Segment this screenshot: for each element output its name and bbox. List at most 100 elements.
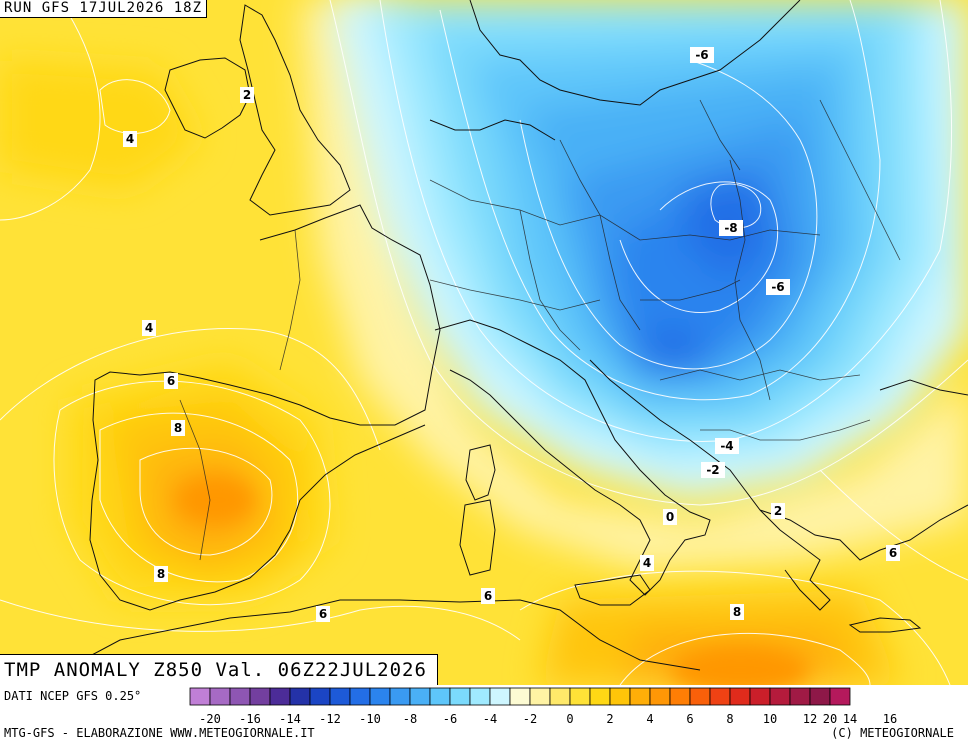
contour-label: 6 <box>316 606 330 622</box>
legend-tick-label: 6 <box>686 712 693 726</box>
contour-label: 6 <box>481 588 495 604</box>
legend-tick-label: -4 <box>483 712 497 726</box>
legend-swatch <box>749 687 771 706</box>
legend-tick-label: -6 <box>443 712 457 726</box>
legend-swatch <box>669 687 691 706</box>
legend-swatch <box>269 687 291 706</box>
model-run-label: RUN GFS 17JUL2026 18Z <box>0 0 208 18</box>
legend-tick-label: -14 <box>279 712 301 726</box>
map-title: TMP ANOMALY Z850 Val. 06Z22JUL2026 <box>0 654 438 685</box>
legend-tick-label: 0 <box>566 712 573 726</box>
isotherm-contours <box>0 0 968 685</box>
contour-label: 4 <box>640 555 654 571</box>
svg-text:6: 6 <box>484 589 492 603</box>
legend-tick-label: 4 <box>646 712 653 726</box>
contour-label: 8 <box>730 604 744 620</box>
legend-swatch <box>409 687 431 706</box>
contour-label: 8 <box>171 420 185 436</box>
legend-tick-label: 16 <box>883 712 897 726</box>
coastlines <box>0 0 968 681</box>
contour-label: 4 <box>123 131 137 147</box>
svg-text:6: 6 <box>889 546 897 560</box>
map-footer: DATI NCEP GFS 0.25° -20 -16 -14 -12 -10 -8 -6-… <box>0 685 968 745</box>
data-source-label: DATI NCEP GFS 0.25° <box>4 689 142 703</box>
borders <box>179 99 901 561</box>
legend-swatch <box>309 687 331 706</box>
legend-swatch <box>349 687 371 706</box>
credit-right: (C) METEOGIORNALE <box>831 726 954 740</box>
legend-tick-label: -2 <box>523 712 537 726</box>
legend-tick-label: 2 <box>606 712 613 726</box>
legend-tick-label: 20 <box>823 712 837 726</box>
legend-swatch <box>209 687 231 706</box>
legend-swatch <box>389 687 411 706</box>
legend-swatch <box>449 687 471 706</box>
legend-swatch <box>549 687 571 706</box>
contour-label: -6 <box>690 47 714 63</box>
svg-text:8: 8 <box>733 605 741 619</box>
warm-core-mediterranean <box>670 645 810 685</box>
svg-text:0: 0 <box>666 510 674 524</box>
legend-swatch <box>609 687 631 706</box>
contour-labels: 2 4 -6 -8 -6 4 6 8 8 6 6 -4 -2 0 2 4 6 8 <box>123 47 900 622</box>
legend-swatch <box>769 687 791 706</box>
anomaly-field-pale <box>300 0 968 570</box>
svg-text:4: 4 <box>126 132 134 146</box>
warm-core-iberia <box>175 475 255 525</box>
contour-label: 0 <box>663 509 677 525</box>
legend-swatch <box>809 687 831 706</box>
svg-text:4: 4 <box>145 321 153 335</box>
svg-text:4: 4 <box>643 556 651 570</box>
legend-swatch <box>189 687 211 706</box>
contour-label: -8 <box>719 220 743 236</box>
legend-tick-label: 14 <box>843 712 857 726</box>
legend-swatch <box>289 687 311 706</box>
contour-label: 8 <box>154 566 168 582</box>
legend-swatch <box>689 687 711 706</box>
svg-text:6: 6 <box>167 374 175 388</box>
contour-label: -6 <box>766 279 790 295</box>
legend-tick-label: -8 <box>403 712 417 726</box>
svg-text:8: 8 <box>174 421 182 435</box>
legend-swatch <box>329 687 351 706</box>
legend-swatch <box>789 687 811 706</box>
legend-tick-label: 10 <box>763 712 777 726</box>
legend-swatch <box>529 687 551 706</box>
legend-swatch <box>229 687 251 706</box>
legend-swatch <box>509 687 531 706</box>
legend-tick-label: -20 <box>199 712 221 726</box>
legend-tick-label: 8 <box>726 712 733 726</box>
legend-tick-label: -10 <box>359 712 381 726</box>
svg-text:2: 2 <box>774 504 782 518</box>
credit-left: MTG-GFS - ELABORAZIONE WWW.METEOGIORNALE… <box>4 726 315 740</box>
legend-tick-label: -16 <box>239 712 261 726</box>
legend-tick-label: 12 <box>803 712 817 726</box>
legend-swatch <box>709 687 731 706</box>
contour-label: -4 <box>715 438 739 454</box>
legend-tick-label: -12 <box>319 712 341 726</box>
legend-swatch <box>589 687 611 706</box>
contour-label: 4 <box>142 320 156 336</box>
contour-label: 2 <box>240 87 254 103</box>
svg-text:-6: -6 <box>695 48 708 62</box>
svg-text:-6: -6 <box>771 280 784 294</box>
legend-swatch <box>249 687 271 706</box>
legend-swatch <box>429 687 451 706</box>
temperature-anomaly-map: 2 4 -6 -8 -6 4 6 8 8 6 6 -4 -2 0 2 4 6 8 <box>0 0 968 685</box>
contour-label: 2 <box>771 503 785 519</box>
legend-swatch <box>469 687 491 706</box>
legend-swatch <box>629 687 651 706</box>
legend-swatch <box>649 687 671 706</box>
contour-label: 6 <box>164 373 178 389</box>
legend-swatch <box>369 687 391 706</box>
legend-swatch <box>829 687 851 706</box>
svg-text:8: 8 <box>157 567 165 581</box>
contour-label: 6 <box>886 545 900 561</box>
svg-text:2: 2 <box>243 88 251 102</box>
svg-text:-4: -4 <box>720 439 733 453</box>
svg-text:-8: -8 <box>724 221 737 235</box>
contour-label: -2 <box>701 462 725 478</box>
cold-anomaly-field <box>330 0 968 500</box>
